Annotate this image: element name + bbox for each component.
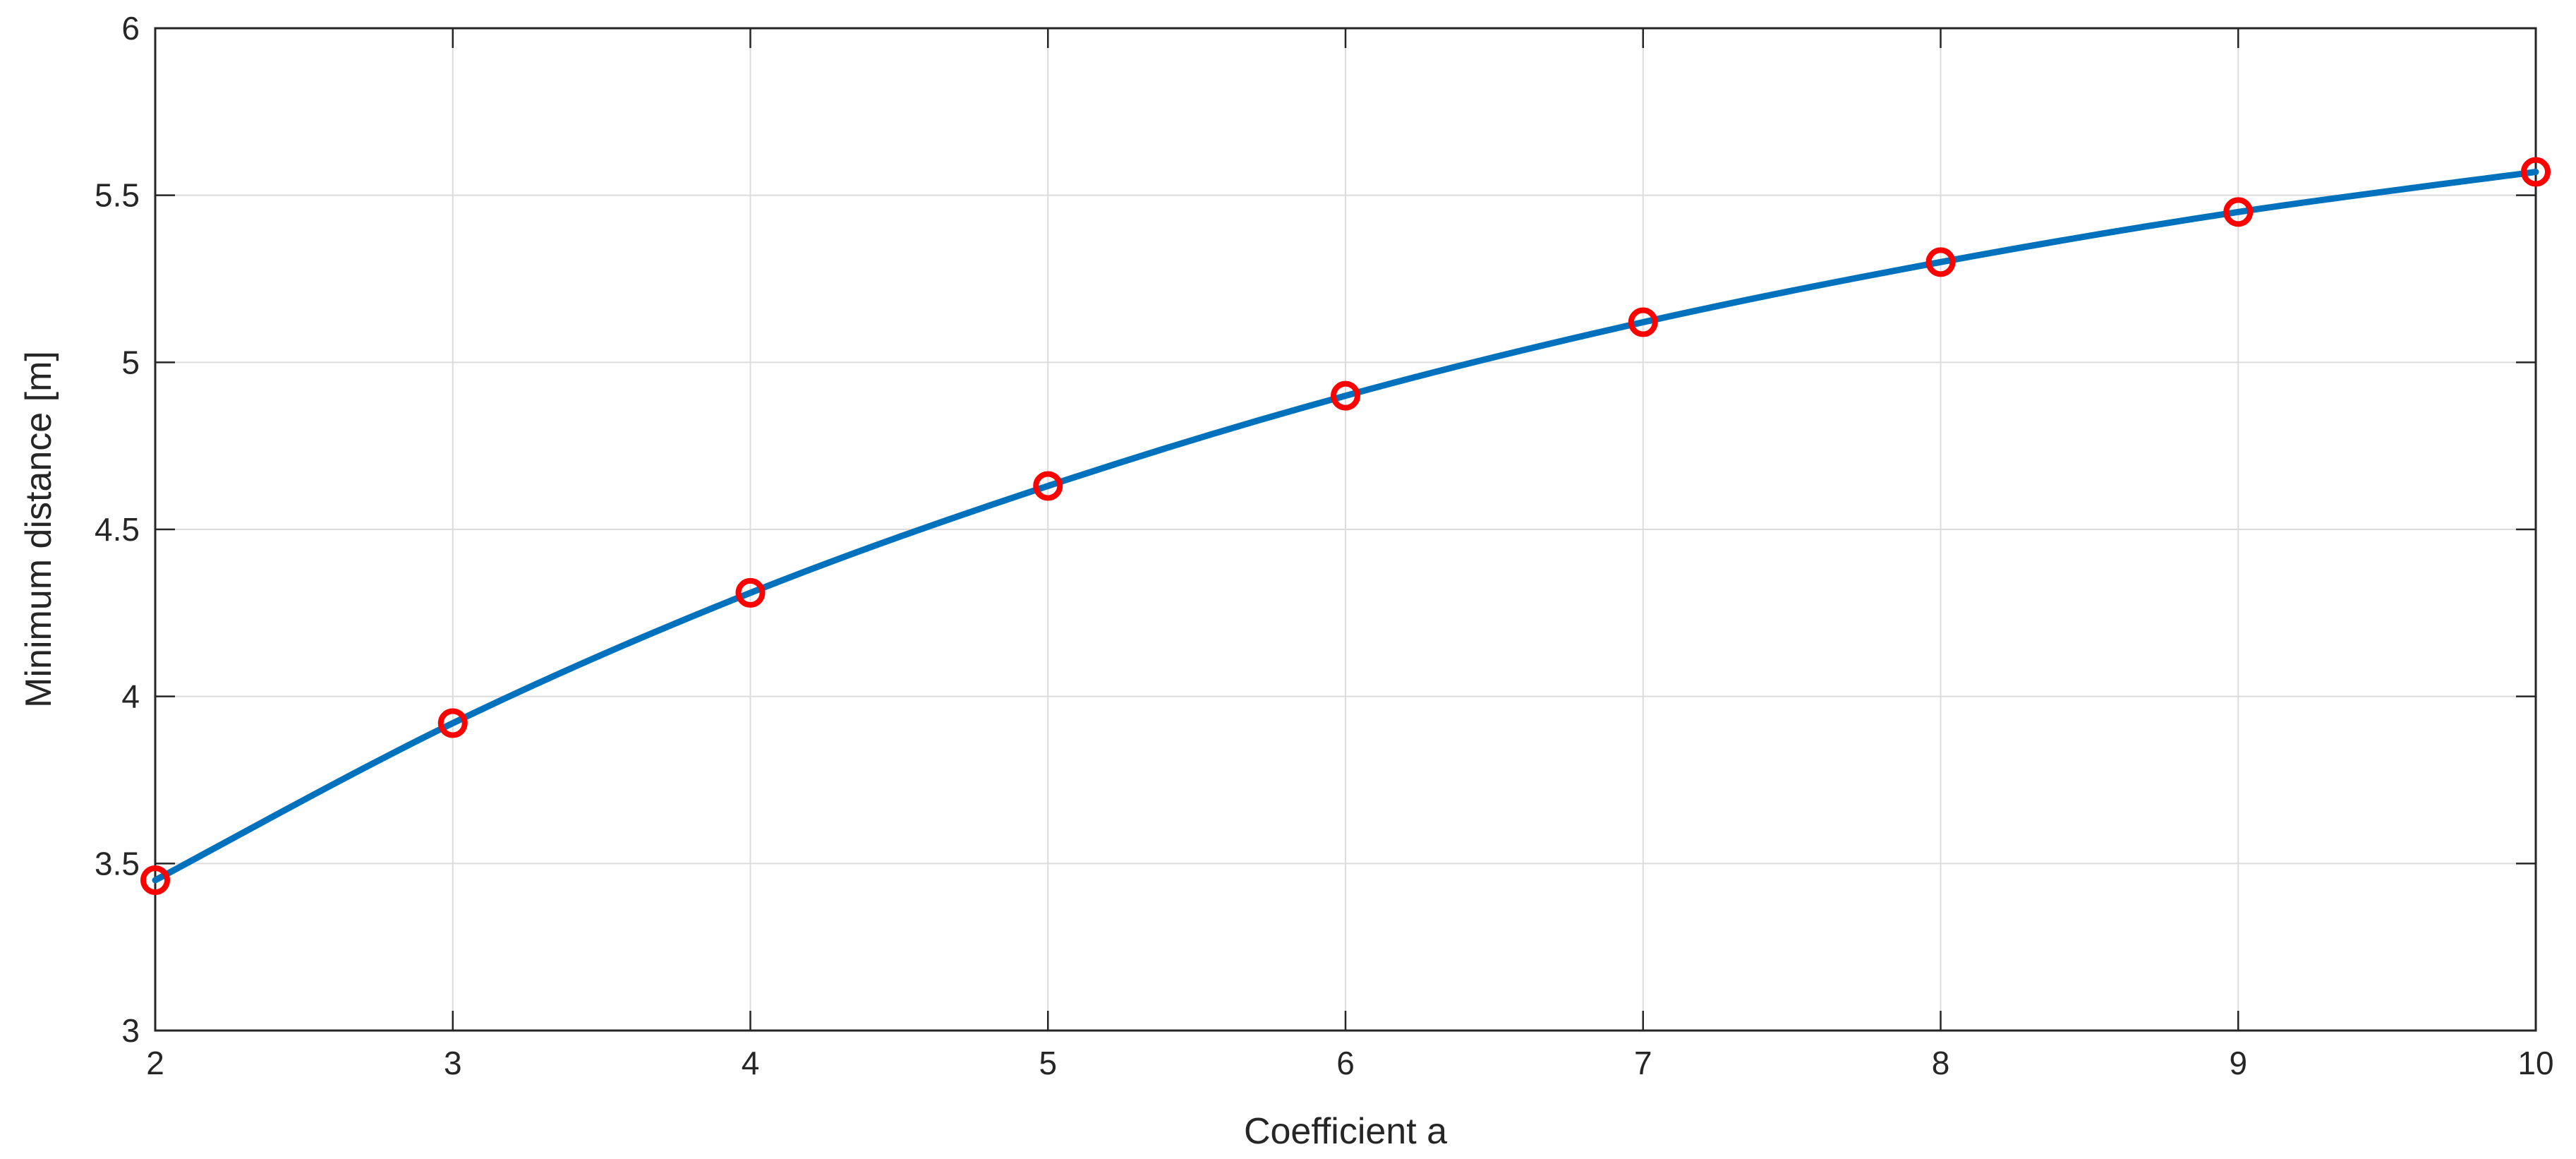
data-point <box>1628 307 1658 337</box>
data-point <box>1033 471 1063 501</box>
y-tick-label: 4.5 <box>95 511 140 548</box>
y-tick-labels: 3 3.5 4 4.5 5 5.5 6 <box>95 10 140 1049</box>
data-point <box>437 708 468 738</box>
x-tick-label: 10 <box>2517 1045 2553 1081</box>
series <box>140 157 2551 895</box>
y-tick-label: 6 <box>121 10 140 47</box>
x-axis-label: Coefficient a <box>1244 1111 1447 1152</box>
data-point <box>735 577 766 608</box>
x-tick-label: 6 <box>1336 1045 1355 1081</box>
data-point <box>2521 157 2551 187</box>
data-point <box>2223 197 2254 227</box>
y-tick-label: 5.5 <box>95 177 140 214</box>
y-axis-label: Minimum distance [m] <box>18 351 59 708</box>
y-tick-label: 3.5 <box>95 845 140 882</box>
series-line <box>152 169 2539 884</box>
data-point <box>1331 380 1360 411</box>
x-tick-label: 5 <box>1039 1045 1057 1081</box>
x-tick-label: 7 <box>1634 1045 1652 1081</box>
x-tick-label: 4 <box>742 1045 760 1081</box>
x-tick-label: 2 <box>146 1045 164 1081</box>
x-tick-label: 3 <box>444 1045 462 1081</box>
x-tick-label: 9 <box>2229 1045 2247 1081</box>
y-tick-label: 3 <box>121 1012 140 1049</box>
data-point <box>140 865 170 895</box>
y-tick-label: 5 <box>121 344 140 380</box>
x-tick-label: 8 <box>1932 1045 1950 1081</box>
x-tick-labels: 2 3 4 5 6 7 8 9 10 <box>146 1045 2553 1081</box>
data-point <box>1925 247 1956 277</box>
plot-frame <box>154 27 2537 1032</box>
y-tick-label: 4 <box>121 678 140 715</box>
